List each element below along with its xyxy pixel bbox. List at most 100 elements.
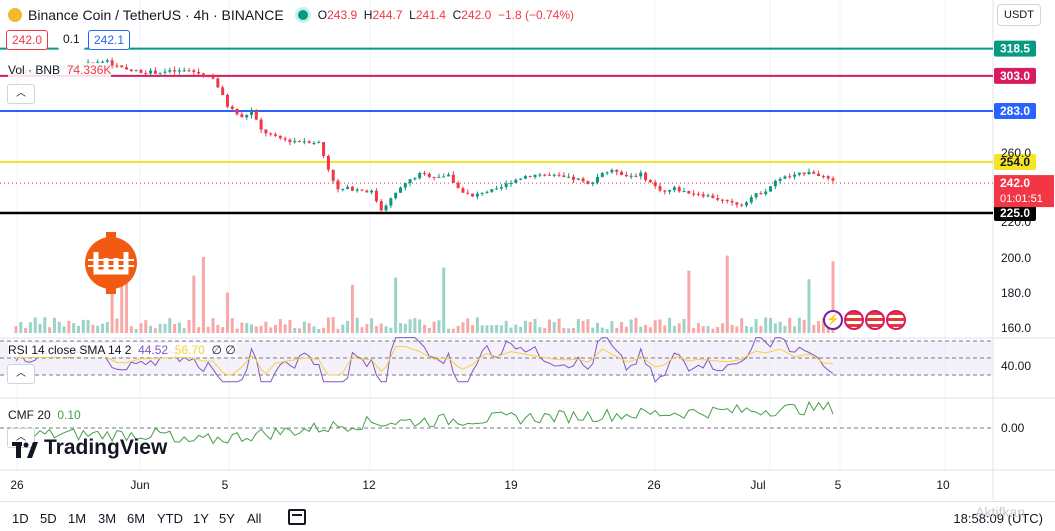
volume-bar — [504, 320, 508, 333]
volume-bar — [711, 328, 715, 333]
volume-bar — [86, 320, 90, 333]
candle-body — [610, 169, 614, 173]
utc-clock[interactable]: 18:58:09 (UTC) — [953, 511, 1043, 526]
volume-bar — [283, 324, 287, 333]
candle-body — [571, 176, 575, 180]
volume-bar — [581, 320, 585, 333]
volume-bar — [485, 325, 489, 333]
volume-bar — [514, 324, 518, 333]
candle-body — [149, 70, 153, 74]
candle-body — [451, 174, 455, 183]
timeframe-6m[interactable]: 6M — [127, 511, 146, 526]
candle-body — [533, 174, 537, 177]
timeframe-ytd[interactable]: YTD — [157, 511, 183, 526]
timeframe-all[interactable]: All — [247, 511, 262, 526]
candle-body — [274, 134, 278, 136]
currency-button[interactable]: USDT — [997, 4, 1041, 26]
candle-body — [740, 204, 744, 206]
volume-bar — [384, 326, 388, 333]
rsi-legend[interactable]: RSI 14 close SMA 14 2 44.52 56.70 ∅ ∅ — [8, 343, 236, 357]
candle-body — [230, 106, 234, 109]
rsi-collapse-button[interactable]: ︿ — [7, 364, 35, 384]
volume-bar — [629, 319, 633, 333]
candle-body — [225, 94, 229, 107]
timeframe-1m[interactable]: 1M — [68, 511, 87, 526]
volume-bar — [365, 324, 369, 333]
volume-bar — [543, 328, 547, 333]
cmf-line — [15, 400, 834, 445]
lightning-icon[interactable]: ⚡ — [823, 310, 843, 330]
candle-body — [182, 70, 186, 72]
candle-body — [278, 135, 282, 139]
timeframe-3m[interactable]: 3M — [98, 511, 117, 526]
candle-body — [293, 141, 297, 143]
timeframe-5y[interactable]: 5Y — [219, 511, 235, 526]
volume-bar — [783, 325, 787, 333]
candle-body — [413, 178, 417, 180]
x-tick-label: 12 — [362, 478, 376, 492]
cmf-legend[interactable]: CMF 20 0.10 — [8, 408, 81, 422]
candle-body — [283, 138, 287, 140]
candle-body — [211, 76, 215, 79]
x-tick-label: 26 — [10, 478, 24, 492]
timeframe-1d[interactable]: 1D — [12, 511, 29, 526]
sell-price-box[interactable]: 242.0 — [6, 30, 49, 50]
candle-body — [783, 176, 787, 179]
candle-body — [778, 178, 782, 181]
volume-bar — [764, 317, 768, 333]
us-flag-icon[interactable] — [844, 310, 864, 330]
symbol-title[interactable]: Binance Coin / TetherUS · 4h · BINANCE — [28, 7, 284, 23]
us-flag-icon[interactable] — [865, 310, 885, 330]
volume-bar — [408, 319, 412, 333]
timeframe-5d[interactable]: 5D — [40, 511, 57, 526]
volume-bar — [538, 327, 542, 333]
volume-bar — [312, 326, 316, 333]
time-axis: 26 Jun 5 12 19 26 Jul 5 10 — [10, 478, 950, 492]
volume-bar — [389, 327, 393, 333]
candle-body — [101, 61, 105, 63]
volume-legend[interactable]: Vol · BNB 74.336K — [8, 63, 112, 77]
chevron-up-icon: ︿ — [16, 432, 26, 443]
candle-body — [648, 180, 652, 183]
candle-body — [663, 190, 667, 192]
volume-bar — [19, 321, 23, 333]
candle-body — [461, 188, 465, 193]
candle-body — [773, 180, 777, 187]
us-flag-icon[interactable] — [886, 310, 906, 330]
market-open-icon — [297, 10, 308, 20]
candle-body — [696, 193, 700, 195]
level-label-bg — [994, 67, 1036, 84]
spread-value: 0.1 — [58, 30, 85, 50]
volume-bar — [735, 326, 739, 333]
date-range-icon[interactable] — [288, 509, 306, 525]
volume-bar — [427, 327, 431, 333]
volume-bar — [523, 320, 527, 333]
volume-bar — [192, 275, 196, 333]
volume-bar — [677, 323, 681, 333]
volume-bar — [163, 323, 167, 333]
level-label-bg — [994, 103, 1036, 119]
candle-body — [706, 195, 710, 197]
tradingview-logo[interactable]: TradingView — [12, 436, 167, 460]
x-tick-label: 26 — [647, 478, 661, 492]
timeframe-1y[interactable]: 1Y — [193, 511, 209, 526]
candle-body — [802, 172, 806, 175]
volume-bar — [326, 317, 330, 333]
volume-bar — [596, 322, 600, 333]
volume-bar — [533, 318, 537, 333]
volume-bar — [370, 318, 374, 333]
candle-body — [788, 176, 792, 178]
candle-body — [240, 114, 244, 118]
buy-price-box[interactable]: 242.1 — [88, 30, 131, 50]
candle-body — [312, 142, 316, 144]
candle-body — [692, 193, 696, 195]
tradingview-icon — [12, 440, 38, 458]
candle-body — [519, 178, 523, 180]
event-icons[interactable]: ⚡ — [823, 310, 906, 330]
candle-body — [259, 119, 263, 130]
volume-bar — [696, 323, 700, 333]
volume-bar — [379, 323, 383, 333]
collapse-button[interactable]: ︿ — [7, 84, 35, 104]
volume-bar — [158, 323, 162, 333]
